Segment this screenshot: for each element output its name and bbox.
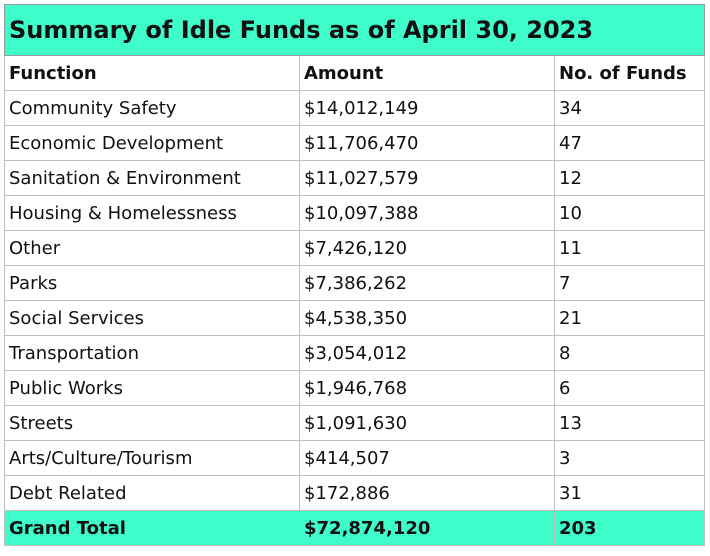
funds-cell: 8 (553, 335, 706, 371)
function-cell: Social Services (4, 300, 300, 336)
funds-cell: 12 (553, 160, 706, 196)
table-row: Economic Development $11,706,470 47 (4, 125, 706, 161)
table-row: Public Works $1,946,768 6 (4, 370, 706, 406)
idle-funds-summary: Summary of Idle Funds as of April 30, 20… (3, 4, 706, 546)
amount-cell: $1,091,630 (299, 405, 555, 441)
funds-cell: 6 (553, 370, 706, 406)
table-row: Sanitation & Environment $11,027,579 12 (4, 160, 706, 196)
table-row: Debt Related $172,886 31 (4, 475, 706, 511)
grand-total-row: Grand Total $72,874,120 203 (4, 510, 706, 546)
function-cell: Community Safety (4, 90, 300, 126)
amount-cell: $7,426,120 (299, 230, 555, 266)
grand-total-funds: 203 (553, 510, 706, 546)
grand-total-amount: $72,874,120 (299, 510, 555, 546)
function-cell: Streets (4, 405, 300, 441)
function-cell: Transportation (4, 335, 300, 371)
amount-cell: $11,027,579 (299, 160, 555, 196)
amount-cell: $14,012,149 (299, 90, 555, 126)
function-cell: Sanitation & Environment (4, 160, 300, 196)
table-row: Community Safety $14,012,149 34 (4, 90, 706, 126)
funds-cell: 11 (553, 230, 706, 266)
funds-cell: 21 (553, 300, 706, 336)
function-cell: Arts/Culture/Tourism (4, 440, 300, 476)
title-row: Summary of Idle Funds as of April 30, 20… (3, 4, 706, 56)
header-no-of-funds: No. of Funds (553, 55, 706, 91)
table-row: Parks $7,386,262 7 (4, 265, 706, 301)
amount-cell: $414,507 (299, 440, 555, 476)
table-row: Other $7,426,120 11 (4, 230, 706, 266)
amount-cell: $3,054,012 (299, 335, 555, 371)
function-cell: Public Works (4, 370, 300, 406)
amount-cell: $11,706,470 (299, 125, 555, 161)
idle-funds-table: Summary of Idle Funds as of April 30, 20… (3, 4, 706, 546)
table-title: Summary of Idle Funds as of April 30, 20… (3, 4, 706, 56)
amount-cell: $4,538,350 (299, 300, 555, 336)
table-row: Streets $1,091,630 13 (4, 405, 706, 441)
amount-cell: $172,886 (299, 475, 555, 511)
funds-cell: 13 (553, 405, 706, 441)
funds-cell: 3 (553, 440, 706, 476)
funds-cell: 10 (553, 195, 706, 231)
amount-cell: $1,946,768 (299, 370, 555, 406)
table-row: Social Services $4,538,350 21 (4, 300, 706, 336)
amount-cell: $7,386,262 (299, 265, 555, 301)
function-cell: Parks (4, 265, 300, 301)
function-cell: Economic Development (4, 125, 300, 161)
amount-cell: $10,097,388 (299, 195, 555, 231)
funds-cell: 7 (553, 265, 706, 301)
funds-cell: 47 (553, 125, 706, 161)
header-amount: Amount (299, 55, 555, 91)
table-row: Transportation $3,054,012 8 (4, 335, 706, 371)
header-row: Function Amount No. of Funds (4, 55, 706, 91)
function-cell: Debt Related (4, 475, 300, 511)
funds-cell: 34 (553, 90, 706, 126)
function-cell: Other (4, 230, 300, 266)
grand-total-label: Grand Total (4, 510, 300, 546)
table-row: Housing & Homelessness $10,097,388 10 (4, 195, 706, 231)
function-cell: Housing & Homelessness (4, 195, 300, 231)
table-row: Arts/Culture/Tourism $414,507 3 (4, 440, 706, 476)
header-function: Function (4, 55, 300, 91)
funds-cell: 31 (553, 475, 706, 511)
